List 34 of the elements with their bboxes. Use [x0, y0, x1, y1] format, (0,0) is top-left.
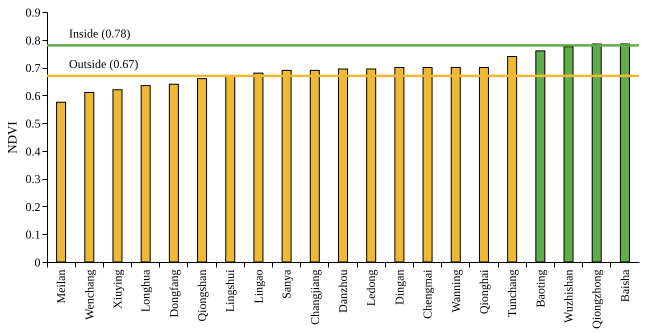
- x-tick-label: Xiuying: [110, 270, 124, 309]
- y-tick-label: 0.9: [26, 6, 40, 20]
- ref-line-label: Outside (0.67): [69, 56, 138, 71]
- x-tick-label: Baisha: [618, 268, 632, 302]
- x-tick-label: Qiongzhong: [590, 270, 604, 329]
- y-axis-title: NDVI: [4, 121, 20, 154]
- x-tick-label: Lingao: [251, 270, 266, 304]
- y-tick-label: 0.7: [26, 61, 40, 76]
- y-tick-label: 0.6: [26, 88, 40, 103]
- x-tick-label: Chengmai: [420, 268, 435, 319]
- y-tick-label: 0.4: [26, 144, 40, 158]
- x-tick-label: Meilan: [54, 270, 68, 304]
- y-tick-label: 0.8: [26, 33, 40, 48]
- y-tick-label: 0: [34, 256, 40, 270]
- x-tick-label: Tunchang: [505, 270, 520, 318]
- x-tick-label: Baoting: [533, 270, 548, 308]
- x-tick-label: Wanning: [448, 270, 463, 313]
- x-tick-label: Qionghai: [476, 268, 491, 314]
- ref-line-label: Inside (0.78): [69, 26, 130, 40]
- y-tick-label: 0.5: [26, 116, 40, 131]
- x-tick-label: Longhua: [138, 268, 153, 312]
- x-tick-label: Dingan: [392, 270, 406, 305]
- y-tick-label: 0.1: [26, 228, 40, 242]
- x-tick-label: Sanya: [280, 268, 294, 299]
- x-tick-label: Qiongshan: [195, 270, 210, 322]
- x-tick-label: Lingshui: [223, 268, 238, 312]
- y-tick-label: 0.3: [26, 172, 40, 186]
- x-tick-label: Wuzhishan: [562, 270, 576, 324]
- x-tick-label: Dongfang: [166, 270, 181, 318]
- x-tick-label: Wenchang: [82, 270, 96, 320]
- y-tick-label: 0.2: [26, 200, 40, 214]
- x-tick-label: Danzhou: [336, 270, 350, 313]
- x-tick-label: Changjiang: [308, 270, 322, 325]
- x-tick-label: Ledong: [364, 270, 378, 306]
